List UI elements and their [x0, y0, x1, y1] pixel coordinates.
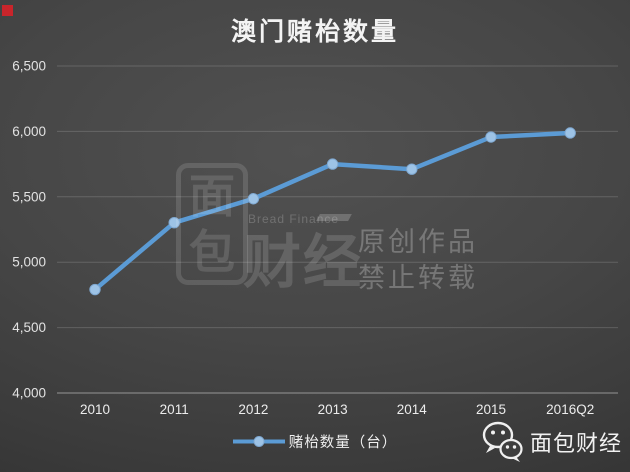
footer-account-name: 面包财经: [530, 431, 623, 456]
svg-text:6,500: 6,500: [12, 59, 46, 74]
wechat-icon: [482, 421, 523, 462]
svg-text:6,000: 6,000: [12, 124, 46, 139]
svg-text:2010: 2010: [80, 402, 110, 417]
footer-brand: 面包财经: [481, 420, 622, 464]
svg-text:2014: 2014: [397, 402, 428, 417]
chart-legend: 赌枱数量（台）: [0, 431, 630, 452]
svg-text:5,000: 5,000: [12, 255, 46, 270]
legend-line-icon: [232, 436, 285, 447]
red-corner-mark: [2, 5, 13, 16]
chart-title: 澳门赌枱数量: [230, 18, 399, 46]
svg-text:2013: 2013: [318, 402, 348, 417]
svg-text:2016Q2: 2016Q2: [546, 402, 594, 417]
svg-text:4,000: 4,000: [12, 386, 46, 401]
svg-text:5,500: 5,500: [12, 189, 46, 204]
legend-label: 赌枱数量（台）: [288, 435, 398, 451]
svg-text:4,500: 4,500: [12, 320, 46, 335]
svg-text:2012: 2012: [238, 402, 268, 417]
svg-text:2011: 2011: [160, 402, 189, 417]
svg-text:2015: 2015: [476, 402, 506, 417]
